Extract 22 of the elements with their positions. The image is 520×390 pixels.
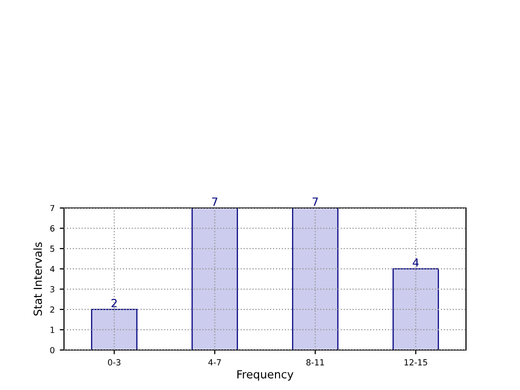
y-tick-label: 5 [50,246,54,252]
y-tick-label: 7 [50,205,54,212]
x-tick-label: 0-3 [108,359,120,366]
y-tick-label: 0 [50,346,54,354]
y-axis-title: Stat Intervals [33,242,42,316]
data-label: 2 [112,298,117,308]
data-label: 7 [312,198,318,206]
x-tick-label: 8-11 [306,359,324,366]
x-tick-label: 12-15 [404,359,428,366]
x-tick-label: 4-7 [208,359,221,366]
y-tick-label: 6 [50,225,54,232]
y-tick-label: 4 [50,266,55,272]
x-axis-title: Frequency [237,370,294,381]
y-tick-label: 3 [50,286,54,292]
bar [91,308,138,350]
bar [292,208,338,350]
bar [392,268,439,350]
y-tick-label: 1 [50,326,54,333]
y-tick-label: 2 [50,306,54,313]
bar [192,208,238,350]
data-label: 7 [212,198,218,206]
data-label: 4 [412,258,419,267]
